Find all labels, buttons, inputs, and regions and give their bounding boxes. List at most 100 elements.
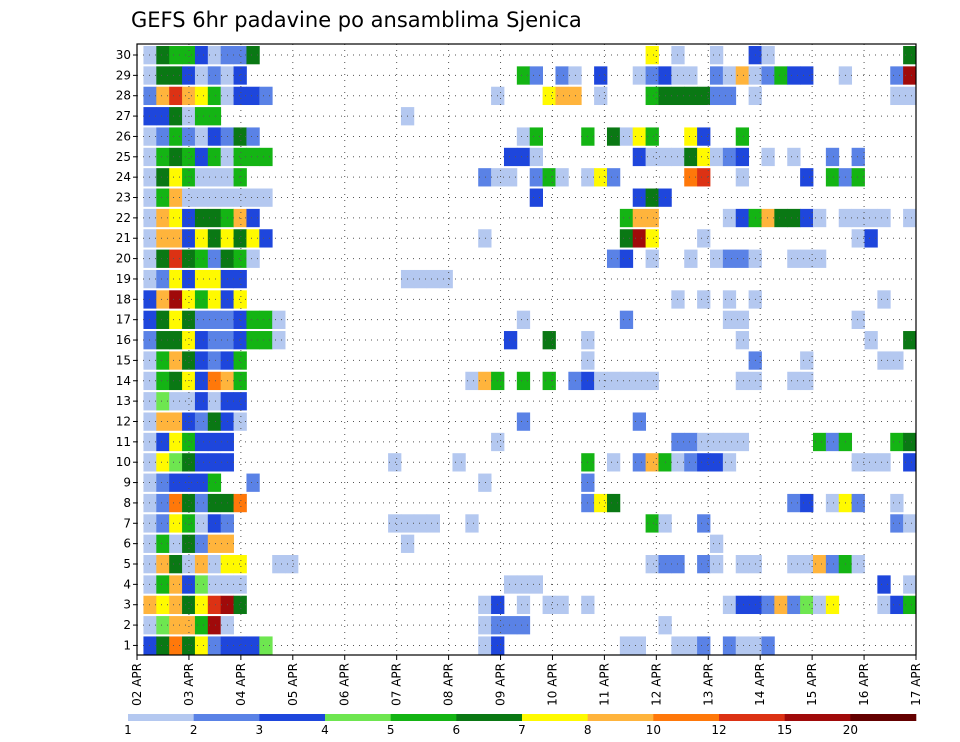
precip-cell — [143, 310, 157, 329]
precip-cell — [542, 86, 556, 106]
precip-cell — [182, 310, 196, 329]
precip-cell — [825, 595, 840, 615]
precip-cell — [645, 453, 659, 472]
precip-cell — [606, 371, 621, 391]
precip-cell — [207, 107, 222, 126]
precip-cell — [194, 127, 209, 146]
precip-cell — [207, 310, 222, 329]
precip-cell — [568, 66, 582, 85]
precip-cell — [890, 595, 904, 615]
precip-cell — [169, 127, 183, 146]
precip-cell — [156, 514, 170, 533]
precip-cell — [194, 493, 209, 513]
precip-cell — [787, 371, 801, 391]
precip-cell — [619, 310, 634, 329]
precip-cell — [877, 208, 891, 228]
precip-cell — [709, 249, 724, 268]
precip-cell — [182, 331, 196, 350]
precip-cell — [697, 147, 711, 167]
precip-cell — [800, 595, 814, 615]
precip-cell — [143, 595, 157, 615]
y-tick-label: 23 — [116, 191, 131, 205]
x-tick-label: 03 APR — [182, 663, 196, 706]
precip-cell — [864, 208, 878, 228]
precip-cell — [207, 208, 222, 228]
precip-cell — [207, 269, 222, 289]
precip-cell — [542, 331, 556, 350]
precip-cell — [143, 107, 157, 126]
precip-cell — [761, 147, 775, 167]
precip-cell — [851, 168, 865, 187]
precip-cell — [864, 331, 878, 350]
precip-cell — [555, 595, 569, 615]
precip-cell — [246, 208, 260, 228]
precip-cell — [645, 249, 659, 268]
precip-cell — [594, 493, 608, 513]
precip-cell — [812, 249, 827, 268]
precip-cell — [143, 66, 157, 85]
precip-cell — [684, 432, 698, 452]
precip-cell — [259, 188, 273, 207]
precip-cell — [851, 147, 865, 167]
precip-cell — [194, 351, 209, 370]
precip-cell — [877, 595, 891, 615]
precip-cell — [169, 147, 183, 167]
precip-cell — [632, 636, 647, 655]
precip-cell — [478, 371, 492, 391]
y-tick-label: 13 — [116, 394, 131, 408]
precip-cell — [800, 351, 814, 370]
precip-cell — [246, 188, 260, 207]
precip-cell — [606, 493, 621, 513]
precip-cell — [259, 331, 273, 350]
colorbar-swatch — [587, 714, 654, 721]
precip-cell — [722, 147, 737, 167]
colorbar-swatch — [325, 714, 391, 721]
precip-cell — [156, 534, 170, 553]
precip-cell — [594, 168, 608, 187]
precip-cell — [542, 168, 556, 187]
y-tick-label: 29 — [116, 68, 131, 82]
precip-cell — [529, 188, 543, 207]
precip-cell — [619, 127, 634, 146]
precip-cell — [735, 331, 750, 350]
precip-cell — [207, 534, 222, 553]
precip-cell — [516, 575, 531, 594]
precip-cell — [194, 107, 209, 126]
precip-cell — [233, 168, 247, 187]
precip-cell — [182, 616, 196, 635]
precip-cell — [182, 555, 196, 574]
precip-cell — [143, 269, 157, 289]
precip-cell — [722, 86, 737, 106]
precip-cell — [516, 310, 531, 329]
precip-cell — [194, 595, 209, 615]
y-tick-label: 6 — [123, 537, 131, 551]
precip-cell — [761, 595, 775, 615]
precip-cell — [246, 127, 260, 146]
precip-cell — [812, 595, 827, 615]
precip-cell — [156, 188, 170, 207]
y-tick-label: 12 — [116, 414, 131, 428]
precip-cell — [542, 595, 556, 615]
heatmap-cells — [143, 46, 917, 655]
y-axis: 1234567891011121314151617181920212223242… — [116, 48, 137, 652]
x-tick-label: 02 APR — [130, 663, 144, 706]
precip-cell — [774, 66, 788, 85]
precip-cell — [285, 555, 299, 574]
precip-cell — [259, 86, 273, 106]
precip-cell — [233, 66, 247, 85]
precip-cell — [194, 392, 209, 411]
precip-cell — [890, 351, 904, 370]
precip-cell — [619, 208, 634, 228]
precip-cell — [800, 371, 814, 391]
precip-cell — [233, 331, 247, 350]
precip-cell — [632, 453, 647, 472]
precip-cell — [812, 208, 827, 228]
precip-cell — [169, 46, 183, 65]
precip-cell — [169, 616, 183, 635]
precip-cell — [233, 188, 247, 207]
precip-cell — [606, 168, 621, 187]
precip-cell — [143, 534, 157, 553]
precip-cell — [207, 493, 222, 513]
precip-cell — [156, 229, 170, 248]
precip-cell — [207, 86, 222, 106]
